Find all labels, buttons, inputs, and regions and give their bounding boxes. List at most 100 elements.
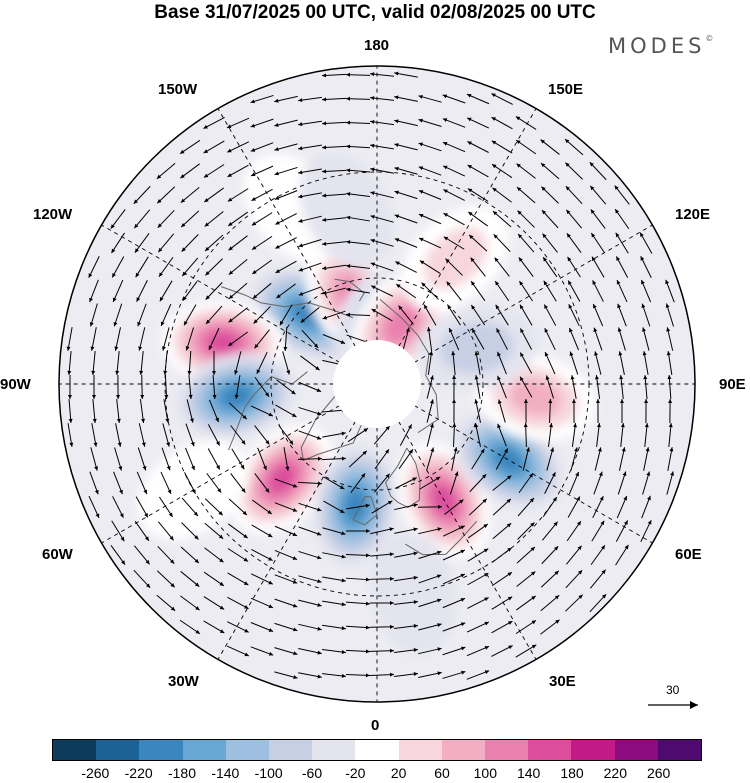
wind-vector-head: [370, 72, 375, 77]
wind-vector: [112, 496, 124, 518]
vector-scale-label: 30: [666, 683, 680, 697]
wind-vector-head: [365, 577, 370, 582]
wind-vector: [517, 522, 535, 540]
wind-vector: [519, 328, 533, 350]
wind-vector-head: [298, 243, 303, 248]
wind-vector-head: [170, 559, 175, 564]
colorbar-swatch: [225, 740, 270, 760]
wind-vector-head: [170, 583, 175, 588]
wind-vector-head: [143, 489, 148, 495]
wind-vector-head: [113, 321, 118, 327]
wind-vector-head: [460, 525, 465, 530]
wind-vector-head: [394, 190, 399, 195]
wind-vector: [252, 282, 272, 300]
wind-vector-head: [389, 527, 394, 532]
wind-vector-head: [119, 489, 123, 495]
wind-vector: [346, 504, 370, 510]
wind-vector-head: [274, 171, 279, 176]
wind-vector: [418, 550, 442, 560]
colorbar-swatch: [355, 740, 399, 760]
wind-vector-head: [162, 346, 166, 351]
wind-vector-head: [394, 166, 399, 171]
wind-vector: [394, 214, 418, 224]
wind-vector-head: [317, 603, 322, 607]
wind-vector: [492, 475, 512, 491]
wind-vector-head: [494, 257, 499, 262]
wind-vector: [492, 547, 512, 563]
wind-vector-head: [341, 531, 346, 536]
wind-vector-head: [641, 303, 646, 309]
wind-vector-head: [208, 345, 213, 350]
wind-vector: [254, 376, 270, 398]
wind-vector-head: [121, 560, 126, 565]
wind-vector-head: [203, 173, 209, 178]
wind-vector-head: [346, 120, 351, 125]
wind-vector-head: [276, 294, 281, 299]
wind-vector-head: [492, 211, 498, 216]
wind-vector-head: [435, 476, 441, 481]
wind-vector-head: [317, 555, 322, 560]
wind-vector-head: [263, 465, 267, 471]
wind-vector-head: [341, 554, 346, 559]
wind-vector-head: [516, 163, 521, 168]
wind-vector: [568, 327, 580, 351]
wind-vector-head: [286, 370, 291, 375]
wind-vector-head: [595, 399, 600, 404]
wind-vector-head: [385, 473, 390, 479]
wind-vector: [444, 499, 464, 515]
wind-vector: [446, 281, 462, 301]
wind-vector-head: [268, 651, 274, 656]
wind-vector-head: [418, 94, 423, 99]
wind-vector-head: [365, 625, 370, 630]
wind-vector: [418, 574, 442, 584]
wind-vector: [323, 476, 345, 490]
wind-vector: [443, 189, 465, 201]
wind-vector-head: [316, 435, 322, 440]
wind-vector-head: [447, 304, 452, 310]
wind-vector-head: [624, 544, 629, 550]
wind-vector-head: [194, 558, 199, 564]
vector-scale: [648, 701, 698, 709]
wind-vector-head: [554, 570, 559, 575]
wind-vector: [345, 674, 371, 676]
wind-vector: [590, 209, 606, 229]
wind-vector: [394, 503, 418, 511]
wind-vector: [466, 621, 490, 633]
wind-vector-head: [620, 399, 625, 404]
wind-vector-head: [480, 448, 485, 454]
wind-vector-head: [576, 521, 581, 526]
wind-vector-head: [437, 598, 442, 603]
wind-vector: [418, 190, 442, 200]
wind-vector-head: [569, 327, 573, 333]
wind-vector-head: [666, 351, 671, 356]
wind-vector-head: [543, 257, 548, 262]
wind-vector-head: [218, 534, 224, 539]
wind-vector: [615, 520, 629, 542]
wind-vector-head: [275, 220, 280, 225]
label-lon-60w: 60W: [42, 546, 73, 563]
wind-vector-head: [112, 273, 116, 278]
wind-vector-head: [134, 223, 139, 229]
wind-vector-head: [497, 375, 501, 381]
wind-vector-head: [495, 281, 500, 286]
wind-vector-head: [158, 272, 163, 277]
anomaly-contour: [268, 464, 297, 494]
wind-vector-head: [484, 621, 489, 626]
wind-vector: [639, 232, 653, 254]
wind-vector-head: [443, 236, 449, 241]
wind-vector: [257, 447, 267, 471]
wind-vector-head: [298, 122, 303, 127]
wind-vector-head: [114, 346, 119, 351]
wind-vector-head: [506, 475, 512, 480]
wind-vector: [595, 375, 601, 399]
meridian-line: [214, 102, 360, 354]
wind-vector: [111, 232, 125, 254]
wind-vector-head: [170, 606, 176, 611]
wind-vector-head: [212, 370, 217, 375]
wind-vector-head: [407, 424, 412, 429]
wind-vector-head: [516, 140, 521, 145]
wind-vector-head: [265, 488, 270, 493]
wind-vector: [322, 432, 346, 438]
wind-vector-head: [92, 418, 97, 423]
wind-vector-head: [90, 346, 95, 351]
